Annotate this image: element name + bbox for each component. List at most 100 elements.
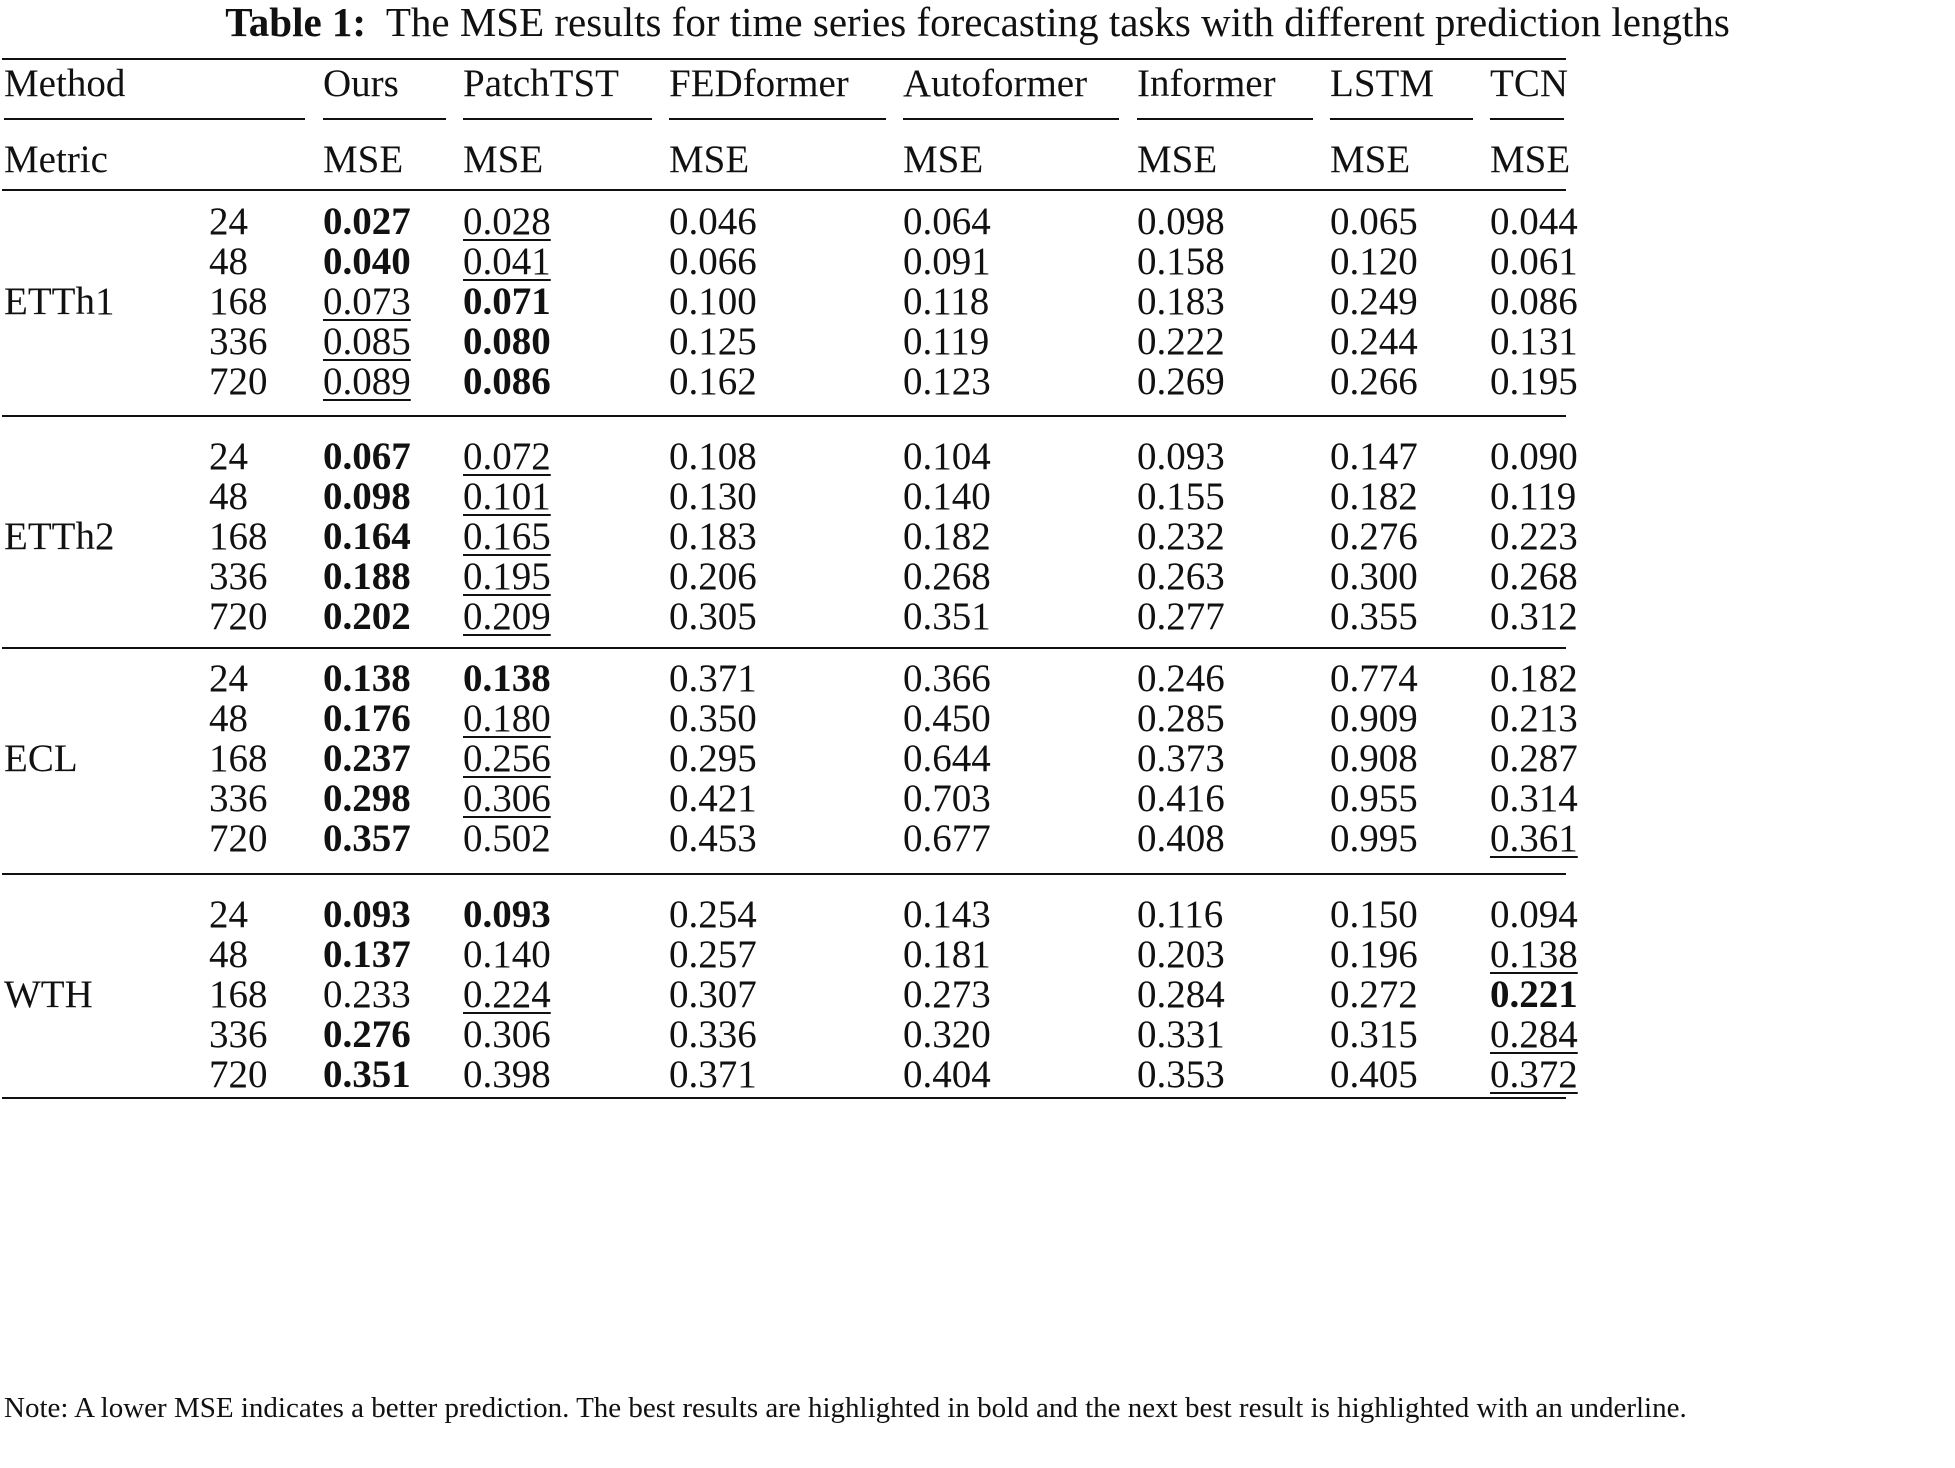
bottom-rule <box>2 1097 1566 1099</box>
mse-cell: 0.182 <box>903 515 991 558</box>
horizon-label: 168 <box>209 280 268 323</box>
horizon-label: 48 <box>209 475 248 518</box>
mse-cell: 0.143 <box>903 893 991 936</box>
mse-cell: 0.206 <box>669 555 757 598</box>
horizon-label: 336 <box>209 777 268 820</box>
metric-header-label: Metric <box>4 138 108 181</box>
mse-cell: 0.908 <box>1330 737 1418 780</box>
mse-cell: 0.416 <box>1137 777 1225 820</box>
dataset-label-etth2: ETTh2 <box>4 515 115 558</box>
mse-cell: 0.774 <box>1330 657 1418 700</box>
horizon-label: 24 <box>209 657 248 700</box>
horizon-label: 48 <box>209 697 248 740</box>
horizon-label: 48 <box>209 240 248 283</box>
mse-cell: 0.080 <box>463 320 551 363</box>
mse-cell: 0.064 <box>903 200 991 243</box>
mse-cell: 0.398 <box>463 1053 551 1096</box>
mse-cell: 0.119 <box>1490 475 1577 518</box>
horizon-label: 168 <box>209 737 268 780</box>
mse-cell: 0.182 <box>1330 475 1418 518</box>
mse-cell: 0.300 <box>1330 555 1418 598</box>
mse-cell: 0.331 <box>1137 1013 1225 1056</box>
mse-cell: 0.072 <box>463 435 551 478</box>
mse-cell: 0.955 <box>1330 777 1418 820</box>
horizon-label: 48 <box>209 933 248 976</box>
mse-cell: 0.093 <box>463 893 551 936</box>
horizon-label: 720 <box>209 595 268 638</box>
mse-cell: 0.276 <box>323 1013 411 1056</box>
metric-header-mse: MSE <box>323 138 404 181</box>
mse-cell: 0.046 <box>669 200 757 243</box>
cmidrule-col <box>1490 118 1564 120</box>
mse-cell: 0.162 <box>669 360 757 403</box>
mse-cell: 0.266 <box>1330 360 1418 403</box>
mse-cell: 0.164 <box>323 515 411 558</box>
mse-cell: 0.131 <box>1490 320 1578 363</box>
mse-cell: 0.320 <box>903 1013 991 1056</box>
mse-cell: 0.351 <box>903 595 991 638</box>
mse-cell: 0.263 <box>1137 555 1225 598</box>
mse-cell: 0.138 <box>323 657 411 700</box>
mse-cell: 0.176 <box>323 697 411 740</box>
method-header-tcn: TCN <box>1490 62 1568 105</box>
cmidrule-col <box>669 118 886 120</box>
horizon-label: 24 <box>209 893 248 936</box>
mse-cell: 0.090 <box>1490 435 1578 478</box>
mse-cell: 0.150 <box>1330 893 1418 936</box>
mse-cell: 0.405 <box>1330 1053 1418 1096</box>
mse-cell: 0.158 <box>1137 240 1225 283</box>
mse-cell: 0.276 <box>1330 515 1418 558</box>
mse-cell: 0.093 <box>323 893 411 936</box>
horizon-label: 720 <box>209 360 268 403</box>
mse-cell: 0.098 <box>1137 200 1225 243</box>
horizon-label: 168 <box>209 973 268 1016</box>
mse-cell: 0.295 <box>669 737 757 780</box>
mse-cell: 0.336 <box>669 1013 757 1056</box>
horizon-label: 720 <box>209 817 268 860</box>
metric-header-mse: MSE <box>1137 138 1218 181</box>
group-separator <box>2 647 1566 649</box>
mse-cell: 0.116 <box>1137 893 1224 936</box>
mse-cell: 0.093 <box>1137 435 1225 478</box>
mse-cell: 0.373 <box>1137 737 1225 780</box>
mse-cell: 0.203 <box>1137 933 1225 976</box>
mse-cell: 0.073 <box>323 280 411 323</box>
mse-cell: 0.213 <box>1490 697 1578 740</box>
mse-cell: 0.140 <box>463 933 551 976</box>
mse-cell: 0.677 <box>903 817 991 860</box>
mse-cell: 0.366 <box>903 657 991 700</box>
mse-cell: 0.254 <box>669 893 757 936</box>
mse-cell: 0.086 <box>463 360 551 403</box>
mse-cell: 0.357 <box>323 817 411 860</box>
mse-cell: 0.453 <box>669 817 757 860</box>
mse-cell: 0.137 <box>323 933 411 976</box>
mse-cell: 0.120 <box>1330 240 1418 283</box>
mse-cell: 0.183 <box>669 515 757 558</box>
mse-cell: 0.268 <box>903 555 991 598</box>
mse-cell: 0.272 <box>1330 973 1418 1016</box>
horizon-label: 24 <box>209 200 248 243</box>
mse-cell: 0.066 <box>669 240 757 283</box>
dataset-label-etth1: ETTh1 <box>4 280 115 323</box>
mse-cell: 0.067 <box>323 435 411 478</box>
table-note: Note: A lower MSE indicates a better pre… <box>4 1392 1687 1424</box>
cmidrule-method <box>4 118 305 120</box>
mse-cell: 0.100 <box>669 280 757 323</box>
mse-cell: 0.351 <box>323 1053 411 1096</box>
mse-cell: 0.298 <box>323 777 411 820</box>
mse-cell: 0.044 <box>1490 200 1578 243</box>
top-rule <box>2 58 1566 60</box>
mse-cell: 0.085 <box>323 320 411 363</box>
group-separator <box>2 873 1566 875</box>
mse-cell: 0.181 <box>903 933 991 976</box>
header-rule <box>2 189 1566 191</box>
mse-cell: 0.273 <box>903 973 991 1016</box>
method-header-autoformer: Autoformer <box>903 62 1088 105</box>
mse-cell: 0.257 <box>669 933 757 976</box>
horizon-label: 336 <box>209 1013 268 1056</box>
mse-cell: 0.244 <box>1330 320 1418 363</box>
mse-cell: 0.285 <box>1137 697 1225 740</box>
mse-cell: 0.040 <box>323 240 411 283</box>
mse-cell: 0.284 <box>1137 973 1225 1016</box>
mse-cell: 0.371 <box>669 1053 757 1096</box>
